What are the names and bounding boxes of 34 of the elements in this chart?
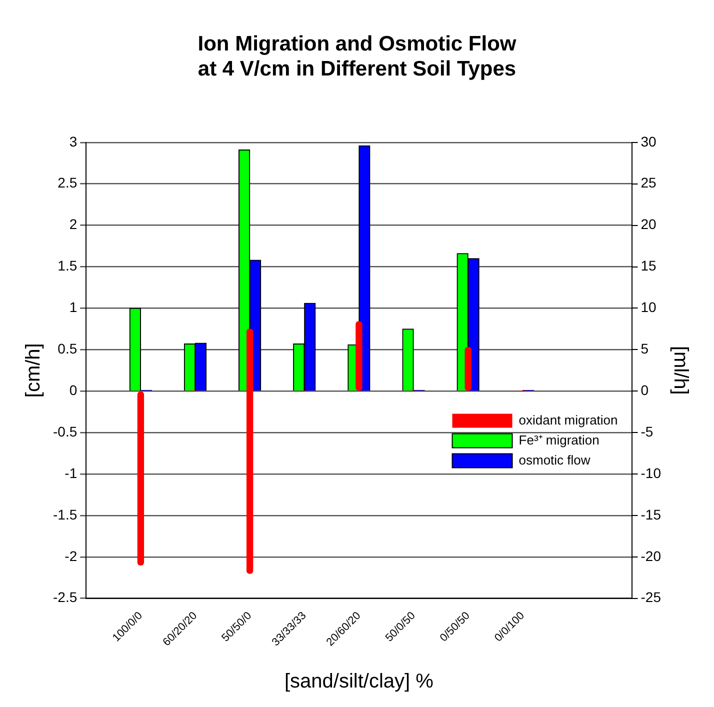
y2-tick-label: -15	[640, 506, 662, 522]
legend-label: oxidant migration	[518, 412, 618, 428]
y-tick-label: 2.5	[58, 174, 78, 191]
y-tick-label: 0	[69, 382, 78, 398]
y2-tick-label: -10	[640, 464, 662, 481]
y-axis-title: [cm/h]	[22, 343, 45, 398]
y-tick-label: 2	[69, 216, 78, 232]
y2-tick-label: 25	[640, 174, 657, 191]
y-tick-label: -0.5	[53, 423, 78, 440]
y-tick-label: -1	[64, 464, 78, 481]
y-tick-label: -2.5	[53, 589, 78, 606]
bar	[356, 321, 362, 391]
legend-label: osmotic flow	[518, 452, 591, 468]
y2-tick-label: 0	[640, 382, 649, 398]
y-tick-label: -1.5	[53, 506, 78, 522]
y2-tick-label: 5	[640, 340, 649, 357]
chart-title: Ion Migration and Osmotic Flow at 4 V/cm in Different Soil Types	[198, 32, 517, 81]
legend-label: Fe³⁺ migration	[518, 432, 600, 448]
y-tick-label: 3	[69, 133, 78, 150]
y2-tick-label: 30	[640, 133, 657, 150]
y2-tick-label: -20	[640, 548, 662, 564]
y-tick-label: 0.5	[58, 340, 78, 357]
y-tick-label: 1	[69, 299, 78, 316]
y2-tick-label: 15	[640, 258, 657, 274]
y2-tick-label: -5	[640, 423, 654, 440]
y2-tick-label: -25	[640, 589, 662, 606]
y-tick-label: -2	[64, 548, 78, 564]
x-axis-title: [sand/silt/clay] %	[284, 670, 434, 693]
y2-axis-title: [ml/h]	[669, 346, 692, 395]
y2-tick-label: 20	[640, 216, 657, 232]
bar	[246, 328, 254, 574]
y2-tick-label: 10	[640, 299, 657, 316]
bar	[137, 391, 144, 566]
y-tick-label: 1.5	[58, 258, 78, 274]
